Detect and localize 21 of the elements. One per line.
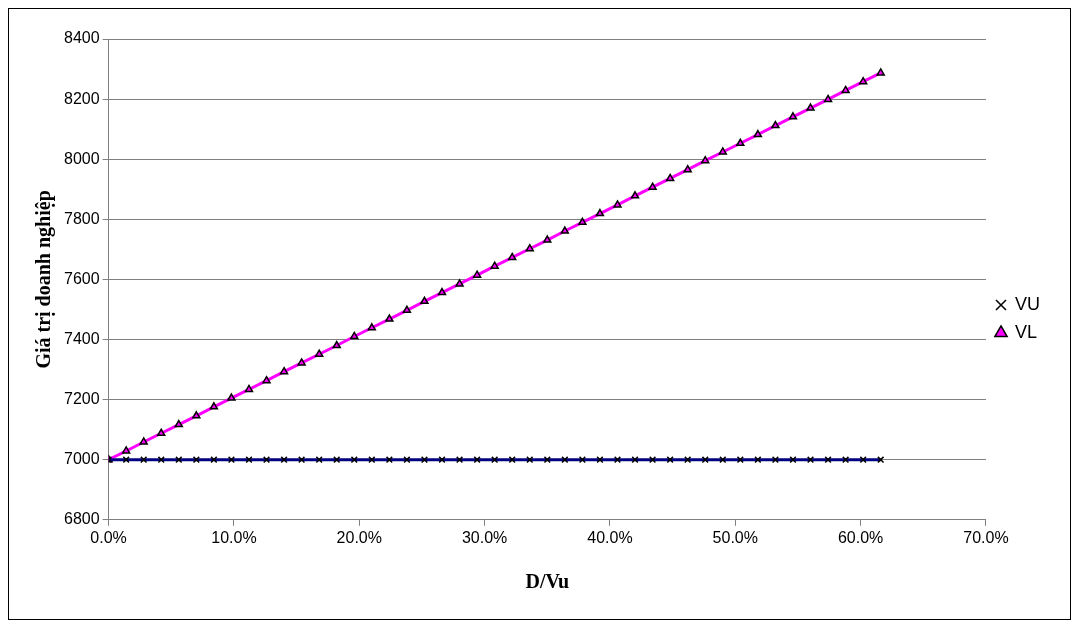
legend-label: VL [1015, 321, 1038, 342]
y-tick-label: 7800 [64, 209, 100, 227]
y-tick-label: 7000 [64, 450, 100, 468]
y-tick-label: 7600 [64, 269, 100, 287]
y-tick-label: 8200 [64, 89, 100, 107]
y-tick-label: 8400 [64, 29, 100, 47]
y-tick-label: 6800 [64, 510, 100, 528]
y-tick-label: 7200 [64, 390, 100, 408]
x-tick-label: 0.0% [90, 528, 127, 546]
x-tick-label: 40.0% [587, 528, 633, 546]
x-axis-title: D/Vu [525, 570, 570, 593]
x-tick-label: 60.0% [837, 528, 884, 546]
legend-label: VU [1015, 293, 1041, 314]
x-tick-label: 50.0% [712, 528, 758, 546]
x-tick-label: 20.0% [336, 528, 382, 546]
y-tick-label: 8000 [64, 149, 100, 167]
y-tick-label: 7400 [64, 329, 100, 347]
y-axis-title: Giá trị doanh nghiệp [32, 190, 56, 369]
x-tick-label: 10.0% [211, 528, 257, 546]
x-tick-label: 30.0% [461, 528, 508, 546]
x-tick-label: 70.0% [963, 528, 1009, 546]
